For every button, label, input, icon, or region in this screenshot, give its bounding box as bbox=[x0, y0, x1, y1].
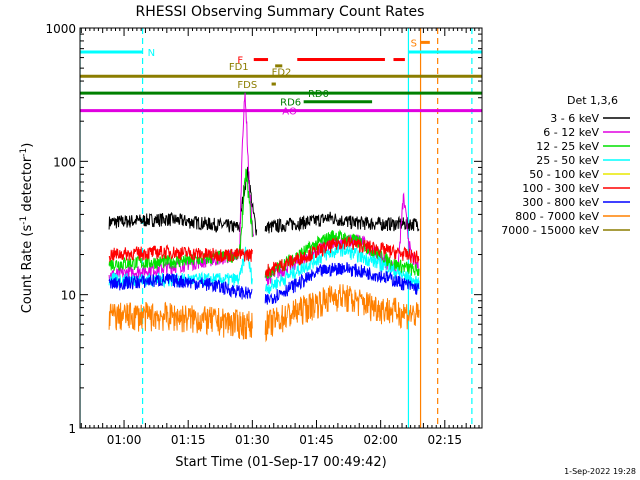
x-tick-label: 01:30 bbox=[235, 433, 270, 447]
flag-label: S bbox=[411, 38, 417, 49]
legend-label: 6 - 12 keV bbox=[543, 126, 599, 139]
series-trace bbox=[108, 92, 255, 281]
flag-label: FD2 bbox=[272, 68, 292, 79]
chart-title: RHESSI Observing Summary Count Rates bbox=[136, 4, 425, 20]
legend-label: 100 - 300 keV bbox=[522, 182, 599, 195]
flag-label: FD1 bbox=[229, 62, 249, 73]
y-tick-label: 1 bbox=[68, 422, 76, 436]
series-trace bbox=[264, 284, 420, 343]
legend-title: Det 1,3,6 bbox=[567, 94, 618, 107]
series-trace bbox=[108, 244, 253, 263]
series-trace bbox=[108, 273, 253, 300]
legend-label: 12 - 25 keV bbox=[536, 140, 599, 153]
x-axis-label: Start Time (01-Sep-17 00:49:42) bbox=[175, 455, 386, 470]
flag-label: N bbox=[148, 48, 155, 59]
x-tick-label: 02:15 bbox=[427, 433, 462, 447]
legend-label: 3 - 6 keV bbox=[550, 112, 599, 125]
legend-label: 7000 - 15000 keV bbox=[501, 224, 599, 237]
x-tick-label: 01:00 bbox=[107, 433, 142, 447]
legend-label: 800 - 7000 keV bbox=[515, 210, 599, 223]
series-trace bbox=[264, 262, 420, 305]
legend-label: 300 - 800 keV bbox=[522, 196, 599, 209]
flag-label: AO bbox=[282, 107, 297, 118]
series-trace bbox=[264, 211, 420, 234]
y-tick-label: 10 bbox=[61, 289, 76, 303]
series-trace bbox=[108, 301, 253, 340]
y-tick-label: 1000 bbox=[45, 22, 76, 36]
series-trace bbox=[264, 235, 420, 278]
flag-label: FDS bbox=[237, 80, 257, 91]
flag-label: RD0 bbox=[308, 89, 329, 100]
plot-frame bbox=[79, 27, 483, 429]
legend-label: 50 - 100 keV bbox=[529, 168, 599, 181]
x-tick-label: 01:15 bbox=[171, 433, 206, 447]
timestamp: 1-Sep-2022 19:28 bbox=[564, 467, 636, 476]
legend-label: 25 - 50 keV bbox=[536, 154, 599, 167]
y-axis-label: Count Rate (s-1 detector-1) bbox=[19, 143, 35, 314]
y-tick-label: 100 bbox=[53, 155, 76, 169]
series-trace bbox=[108, 166, 258, 236]
x-tick-label: 01:45 bbox=[299, 433, 334, 447]
flag-label: RD6 bbox=[280, 98, 301, 109]
x-tick-label: 02:00 bbox=[363, 433, 398, 447]
flag-label: F bbox=[237, 56, 243, 67]
